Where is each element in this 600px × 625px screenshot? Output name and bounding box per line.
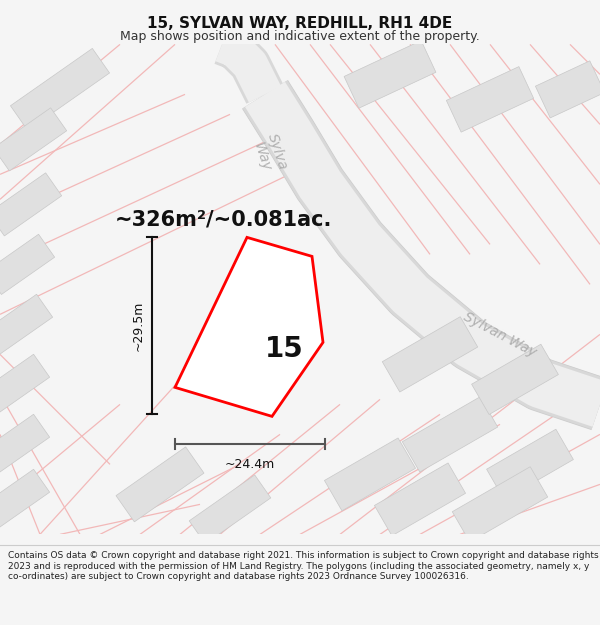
Text: 15: 15 (265, 336, 304, 363)
Text: Sylva
Way: Sylva Way (250, 132, 290, 177)
Polygon shape (374, 463, 466, 536)
Polygon shape (382, 317, 478, 392)
Polygon shape (116, 447, 204, 522)
Text: ~326m²/~0.081ac.: ~326m²/~0.081ac. (115, 209, 332, 229)
Text: ~29.5m: ~29.5m (132, 301, 145, 351)
Polygon shape (487, 429, 574, 499)
Polygon shape (0, 414, 50, 474)
Polygon shape (0, 469, 50, 529)
Polygon shape (189, 475, 271, 544)
Polygon shape (0, 294, 53, 354)
Polygon shape (325, 438, 416, 511)
Polygon shape (472, 344, 559, 414)
Polygon shape (535, 61, 600, 118)
Polygon shape (0, 173, 62, 236)
Polygon shape (0, 234, 55, 294)
Text: Sylvan Way: Sylvan Way (461, 309, 539, 359)
Polygon shape (452, 467, 548, 542)
Text: Contains OS data © Crown copyright and database right 2021. This information is : Contains OS data © Crown copyright and d… (8, 551, 598, 581)
Polygon shape (0, 108, 67, 171)
Polygon shape (446, 67, 533, 132)
Polygon shape (402, 397, 498, 472)
Polygon shape (175, 238, 323, 416)
Text: ~24.4m: ~24.4m (225, 458, 275, 471)
Polygon shape (0, 354, 50, 414)
Text: Map shows position and indicative extent of the property.: Map shows position and indicative extent… (120, 30, 480, 43)
Polygon shape (10, 48, 110, 131)
Text: 15, SYLVAN WAY, REDHILL, RH1 4DE: 15, SYLVAN WAY, REDHILL, RH1 4DE (148, 16, 452, 31)
Polygon shape (344, 41, 436, 108)
